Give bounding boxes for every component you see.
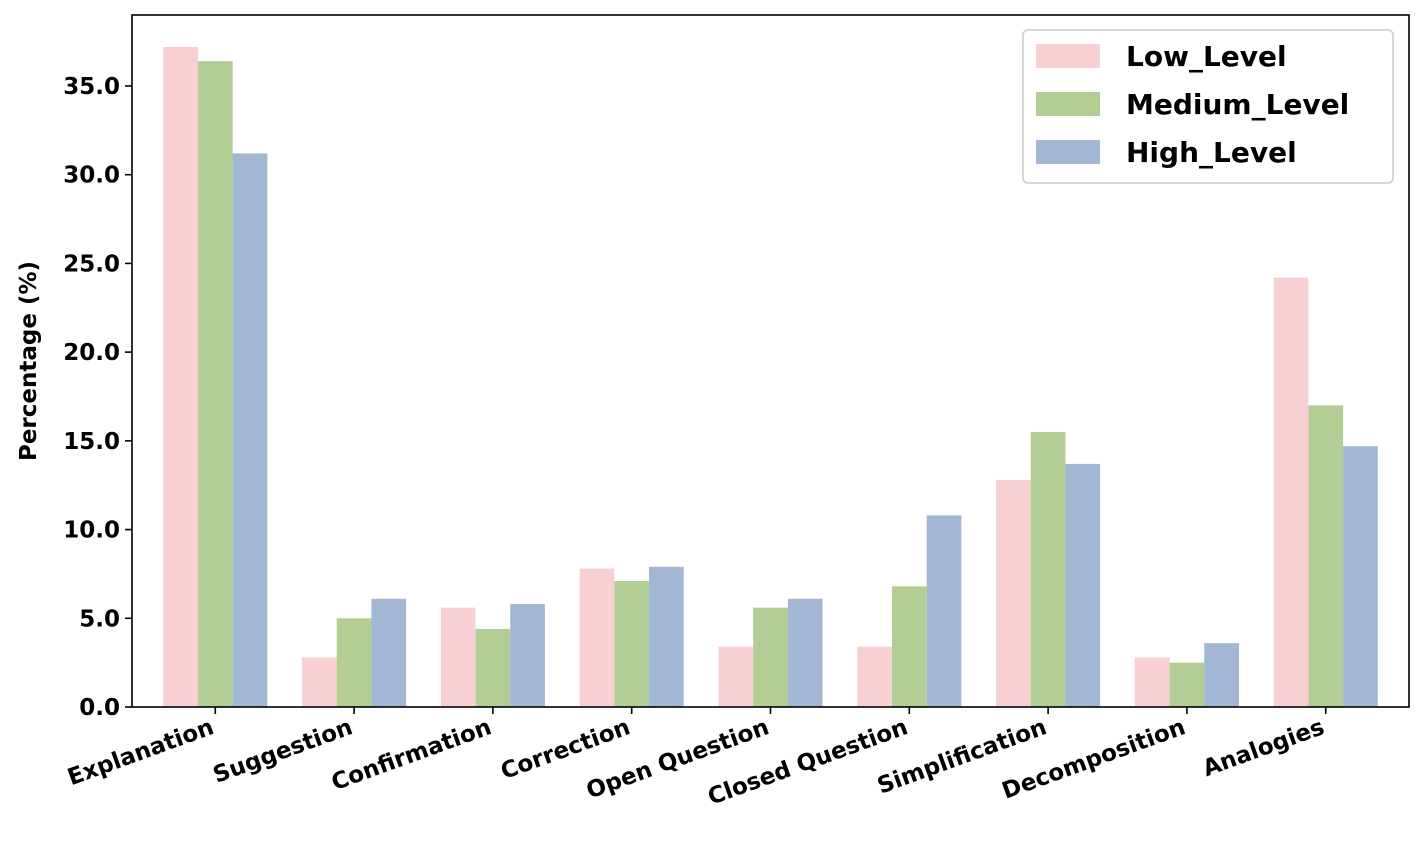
legend-box bbox=[1022, 29, 1394, 184]
bar-low-level-confirmation bbox=[440, 607, 476, 707]
bar-medium-level-explanation bbox=[197, 61, 233, 707]
bar-medium-level-analogies bbox=[1308, 405, 1344, 707]
legend-label: Low_Level bbox=[1126, 40, 1287, 73]
bar-high-level-closed-question bbox=[926, 515, 962, 707]
bar-low-level-open-question bbox=[718, 646, 754, 707]
bar-medium-level-suggestion bbox=[336, 618, 372, 707]
bar-high-level-analogies bbox=[1343, 446, 1378, 707]
bar-medium-level-correction bbox=[614, 581, 650, 707]
y-tick-label: 5.0 bbox=[79, 606, 120, 632]
bar-low-level-suggestion bbox=[302, 657, 337, 707]
bar-high-level-suggestion bbox=[371, 598, 407, 707]
bar-low-level-decomposition bbox=[1134, 657, 1170, 707]
bar-high-level-simplification bbox=[1065, 463, 1101, 707]
bar-medium-level-open-question bbox=[753, 607, 788, 707]
y-tick-label: 35.0 bbox=[63, 74, 120, 100]
bar-medium-level-closed-question bbox=[891, 586, 927, 707]
bar-medium-level-confirmation bbox=[475, 628, 511, 707]
legend: Low_Level Medium_Level High_Level bbox=[1022, 29, 1394, 184]
legend-swatch bbox=[1036, 140, 1100, 164]
bar-medium-level-decomposition bbox=[1169, 662, 1205, 707]
bar-high-level-correction bbox=[649, 566, 684, 707]
legend-label: High_Level bbox=[1126, 136, 1297, 169]
legend-swatch bbox=[1036, 92, 1100, 116]
x-tick-label: Analogies bbox=[1200, 714, 1328, 782]
y-tick-label: 15.0 bbox=[63, 429, 120, 455]
x-tick-label: Explanation bbox=[64, 714, 217, 791]
bar-high-level-confirmation bbox=[510, 604, 545, 707]
x-tick-label: Confirmation bbox=[328, 714, 495, 796]
bars-group bbox=[163, 46, 1378, 707]
bar-low-level-correction bbox=[579, 568, 615, 707]
bar-low-level-simplification bbox=[996, 479, 1031, 707]
y-axis-ticks: 0.0 5.0 10.0 15.0 20.0 25.0 30.0 35.0 bbox=[63, 74, 132, 721]
bar-medium-level-simplification bbox=[1030, 431, 1066, 707]
y-tick-label: 20.0 bbox=[63, 340, 120, 366]
y-tick-label: 30.0 bbox=[63, 163, 120, 189]
bar-low-level-explanation bbox=[163, 46, 198, 707]
y-tick-label: 25.0 bbox=[63, 251, 120, 277]
bar-high-level-explanation bbox=[232, 153, 268, 707]
legend-label: Medium_Level bbox=[1126, 88, 1349, 121]
y-tick-label: 10.0 bbox=[63, 518, 120, 544]
bar-high-level-open-question bbox=[787, 598, 823, 707]
y-axis-label: Percentage (%) bbox=[16, 261, 42, 461]
y-tick-label: 0.0 bbox=[79, 695, 120, 721]
bar-high-level-decomposition bbox=[1204, 643, 1239, 707]
bar-low-level-closed-question bbox=[857, 646, 892, 707]
bar-low-level-analogies bbox=[1273, 277, 1309, 707]
legend-swatch bbox=[1036, 44, 1100, 68]
